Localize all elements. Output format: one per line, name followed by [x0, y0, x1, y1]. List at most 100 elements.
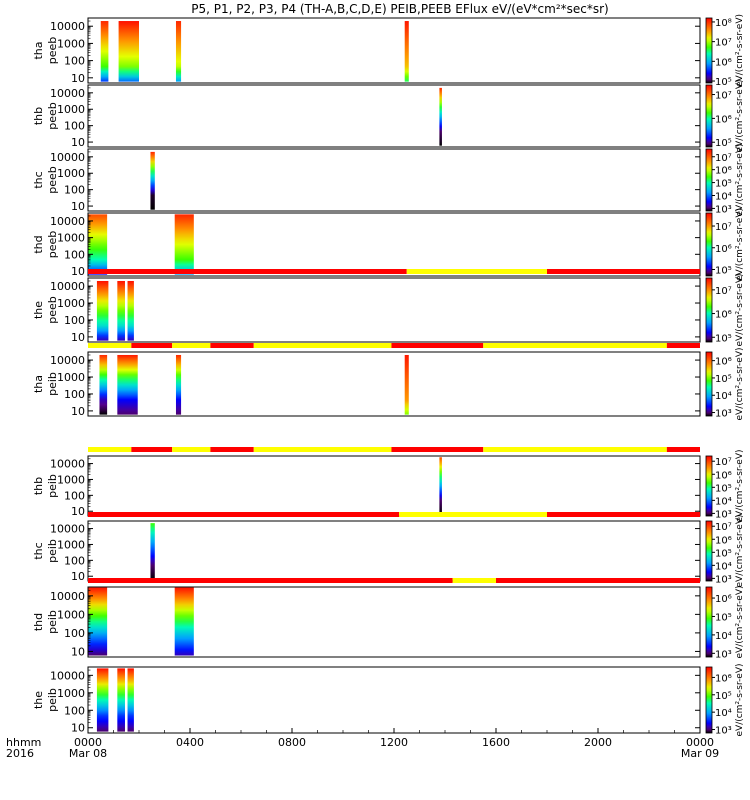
spectrogram-block [99, 354, 108, 415]
mode-bar-segment [210, 343, 254, 348]
spectrogram-block [96, 668, 109, 732]
colorbar-tick-label: 10⁴ [715, 192, 732, 203]
y-tick-label: 10 [71, 136, 85, 149]
y-tick-label: 1000 [57, 103, 85, 116]
x-tick-date: Mar 09 [681, 747, 719, 760]
colorbar-tick-label: 10⁵ [715, 265, 732, 276]
mode-bar-segment [88, 578, 453, 583]
mode-bar-segment [210, 447, 254, 452]
colorbar-tick-label: 10⁶ [715, 114, 732, 125]
mode-bar-segment [391, 343, 484, 348]
y-tick-label: 10 [71, 200, 85, 213]
y-tick-label: 10000 [50, 458, 85, 471]
panel-thc-peib: 10 100 1000 10000 thc peib 10³ 10⁴ 10⁵ 10⁶ 10⁷ eV/(… [32, 512, 745, 588]
colorbar-tick-label: 10⁵ [715, 179, 732, 190]
colorbar-tick-label: 10⁴ [715, 496, 732, 507]
colorbar [705, 148, 713, 212]
panel-label-product: peeb [46, 102, 59, 130]
y-tick-label: 100 [64, 489, 85, 502]
y-tick-label: 10 [71, 645, 85, 658]
colorbar-unit-label: eV/(cm²-s-sr-eV) [735, 143, 745, 216]
spectrogram-block [117, 668, 125, 732]
colorbar-tick-label: 10⁷ [715, 38, 732, 49]
mode-bar-segment [399, 512, 547, 517]
x-tick-label: 0800 [278, 736, 306, 749]
spectrogram-block [150, 151, 155, 210]
y-tick-label: 1000 [57, 371, 85, 384]
spectrogram-block [175, 354, 182, 415]
x-tick-label: 1600 [482, 736, 510, 749]
y-tick-label: 10000 [50, 354, 85, 367]
colorbar-tick-label: 10⁶ [715, 244, 732, 255]
mode-bar-segment [88, 512, 400, 517]
mode-bar-segment [172, 343, 211, 348]
colorbar-unit-label: eV/(cm²-s-sr-eV) [735, 663, 745, 736]
colorbar-unit-label: eV/(cm²-s-sr-eV) [735, 14, 745, 87]
colorbar-tick-label: 10⁶ [715, 673, 732, 684]
panel-label-probe: thb [32, 477, 45, 495]
x-tick-label: 2000 [584, 736, 612, 749]
colorbar-tick-label: 10⁶ [715, 166, 732, 177]
colorbar [705, 520, 713, 582]
colorbar-tick-label: 10⁸ [715, 18, 732, 29]
colorbar-tick-label: 10⁷ [715, 522, 732, 533]
colorbar [705, 455, 713, 517]
y-tick-label: 100 [64, 184, 85, 197]
mode-bar-segment [131, 343, 173, 348]
x-tick-label: 0000 [686, 736, 714, 749]
colorbar-tick-label: 10³ [715, 649, 732, 660]
y-tick-label: 10000 [50, 151, 85, 164]
y-tick-label: 10000 [50, 590, 85, 603]
colorbar-tick-label: 10⁷ [715, 222, 732, 233]
colorbar-tick-label: 10⁶ [715, 57, 732, 68]
panel-the-peib: 10 100 1000 10000 the peib 10³ 10⁴ 10⁵ 10⁶ eV/(cm²… [32, 663, 745, 736]
y-tick-label: 100 [64, 554, 85, 567]
colorbar-tick-label: 10⁷ [715, 286, 732, 297]
colorbar [705, 212, 713, 277]
panel-label-product: peeb [46, 296, 59, 324]
spectrogram-block [127, 280, 134, 341]
panel-frame [87, 455, 701, 517]
colorbar [705, 84, 713, 148]
colorbar-tick-label: 10⁵ [715, 612, 732, 623]
x-tick-label: 0000 [74, 736, 102, 749]
panel-frame [87, 84, 701, 148]
y-tick-label: 10000 [50, 215, 85, 228]
panel-label-probe: thc [32, 171, 45, 188]
figure-title: P5, P1, P2, P3, P4 (TH-A,B,C,D,E) PEIB,P… [191, 2, 608, 16]
y-tick-label: 100 [64, 120, 85, 133]
mode-bar-segment [483, 447, 667, 452]
mode-bar-segment [88, 343, 132, 348]
mode-bar-segment [391, 447, 484, 452]
y-tick-label: 10 [71, 722, 85, 735]
spectrogram-block [100, 21, 109, 82]
colorbar-tick-label: 10⁵ [715, 138, 732, 149]
colorbar-tick-label: 10⁴ [715, 391, 732, 402]
spectrogram-block [88, 587, 108, 656]
panel-frame [87, 148, 701, 212]
colorbar-tick-label: 10⁶ [715, 535, 732, 546]
panel-frame [87, 666, 701, 734]
y-tick-label: 10000 [50, 20, 85, 33]
mode-bar-segment [496, 578, 700, 583]
spectrogram-block [118, 21, 139, 82]
colorbar-tick-label: 10³ [715, 574, 732, 585]
panel-label-product: peib [46, 372, 59, 396]
colorbar-tick-label: 10⁶ [715, 470, 732, 481]
y-tick-label: 100 [64, 248, 85, 261]
mode-bar-segment [253, 447, 392, 452]
mode-bar-segment [547, 269, 700, 274]
spectrogram-block [96, 280, 109, 341]
panel-label-probe: thb [32, 107, 45, 125]
colorbar [705, 17, 713, 84]
panel-label-probe: tha [32, 41, 45, 59]
y-tick-label: 10000 [50, 87, 85, 100]
colorbar-tick-label: 10⁷ [715, 91, 732, 102]
colorbar-tick-label: 10⁴ [715, 631, 732, 642]
corner-label-year: 2016 [6, 747, 34, 760]
spectrogram-block [439, 457, 442, 515]
spectrogram-block [88, 214, 108, 275]
